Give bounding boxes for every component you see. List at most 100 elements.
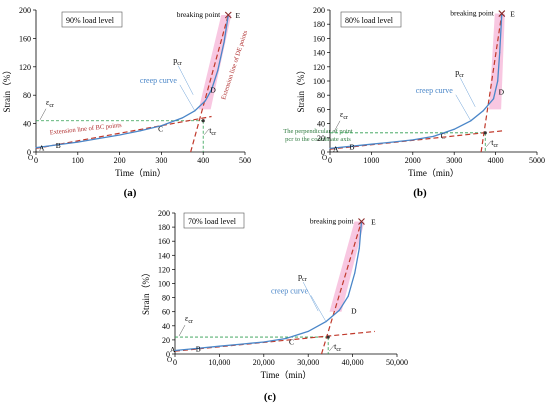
point-label-B: B (56, 141, 61, 150)
level-label-box (183, 212, 245, 229)
creep-curve-point (285, 337, 287, 340)
breaking-point-marker (358, 218, 365, 225)
bc-extension-line (329, 130, 504, 150)
epsilon-cr-label: εcr (46, 98, 54, 109)
y-tick-label: 80 (317, 91, 325, 100)
tcr-leader (486, 140, 492, 147)
point-label-C: C (441, 132, 446, 141)
level-label-box (340, 11, 402, 28)
x-tick-label: 500 (239, 156, 251, 165)
epsilon-cr-label: εcr (340, 110, 348, 121)
origin-label: O (322, 154, 327, 162)
creep-curve-point (218, 345, 220, 347)
y-tick-label: 200 (19, 6, 31, 15)
x-tick-label: 400 (197, 156, 209, 165)
x-tick-label: 4000 (488, 156, 504, 165)
x-tick-label: 3000 (446, 156, 462, 165)
y-tick-label: 0 (27, 148, 31, 157)
origin-label: O (28, 154, 33, 162)
creep-curve-point (77, 141, 79, 143)
y-tick-label: 160 (19, 34, 31, 43)
creep-curve-point (181, 117, 183, 119)
level-label: 80% load level (345, 16, 394, 25)
y-tick-label: 80 (23, 91, 31, 100)
pcr-label: pcr (298, 272, 307, 283)
y-tick-label: 40 (23, 120, 31, 129)
creep-curve-point (499, 52, 501, 54)
creep-curve-line (35, 14, 229, 149)
x-tick-label: 200 (114, 156, 126, 165)
point-label-A: A (333, 144, 339, 153)
point-label-D: D (210, 86, 216, 95)
creep-curve-point (263, 341, 265, 343)
x-tick-label: 0 (34, 156, 38, 165)
point-label-B: B (350, 142, 355, 151)
pcr-point (483, 131, 487, 135)
y-tick-label: 40 (162, 322, 170, 331)
creep-curve-point (196, 347, 198, 349)
creep-curve-point (307, 330, 309, 333)
pcr-leader (302, 281, 319, 312)
point-label-E: E (235, 11, 240, 20)
x-tick-label: 30,000 (297, 358, 319, 367)
creep-curve-point (204, 100, 206, 102)
y-tick-label: 200 (158, 209, 170, 218)
creep-curve-label: creep curve (416, 86, 454, 95)
tcr-label: tcr (491, 138, 498, 149)
y-tick-label: 100 (158, 280, 170, 289)
point-label-A: A (170, 345, 176, 354)
de-extension-line (480, 13, 503, 153)
pcr-leader (460, 77, 476, 107)
point-label-A: A (39, 144, 45, 153)
creep-curve-point (160, 125, 162, 127)
x-tick-label: 10,000 (208, 358, 230, 367)
y-tick-label: 180 (158, 223, 170, 232)
creep-curve-point (492, 98, 495, 100)
creep-curve-point (350, 145, 352, 147)
pcr-label: pcr (173, 56, 182, 67)
panel-a: 0 100 200 300 400 50004080120160200Time（min）S… (2, 6, 353, 199)
level-label-box (61, 11, 123, 28)
breaking-point-marker (224, 11, 232, 19)
tcr-label: tcr (334, 342, 341, 353)
panel-caption: (a) (124, 187, 137, 199)
level-label: 70% load level (188, 217, 237, 226)
creep-curve-point (347, 295, 349, 297)
creep-curve-point (35, 147, 37, 149)
creep-curve-line (174, 221, 363, 352)
creep-curve-point (338, 309, 340, 311)
y-axis-label: Strain（%） (141, 268, 151, 315)
creep-curve-point (56, 144, 58, 146)
creep-curve-point (210, 88, 213, 91)
y-tick-label: 60 (317, 105, 325, 114)
tcr-label: tcr (209, 126, 216, 137)
perpendicular-label: The perpendicular of point (283, 128, 353, 135)
y-tick-label: 180 (313, 20, 325, 29)
creep-curve-point (497, 80, 499, 82)
y-tick-label: 80 (162, 294, 170, 303)
y-tick-label: 140 (158, 251, 170, 260)
x-axis-label: Time（min） (115, 168, 166, 178)
y-tick-label: 160 (158, 237, 170, 246)
x-tick-label: 0 (173, 358, 177, 367)
x-axis-label: Time（min） (408, 168, 459, 178)
breaking-point-label: breaking point (177, 10, 221, 19)
y-tick-label: 0 (166, 350, 170, 359)
bc-extension-line (35, 115, 212, 150)
x-tick-label: 0 (328, 156, 332, 165)
perpendicular-label: pcr to the coordinate axis (285, 136, 351, 143)
creep-curve-leader (179, 84, 196, 111)
y-tick-label: 40 (317, 120, 325, 129)
creep-curve-point (329, 147, 331, 150)
y-tick-label: 120 (19, 63, 31, 72)
creep-curve-leader (455, 94, 471, 121)
creep-curve-leader (310, 295, 327, 322)
creep-curve-point (241, 343, 243, 345)
creep-curve-point (139, 130, 142, 132)
point-label-E: E (371, 217, 376, 226)
creep-curve-point (453, 128, 455, 130)
creep-curve-point (119, 134, 121, 136)
pcr-label: pcr (455, 68, 464, 79)
y-tick-label: 120 (158, 265, 170, 274)
